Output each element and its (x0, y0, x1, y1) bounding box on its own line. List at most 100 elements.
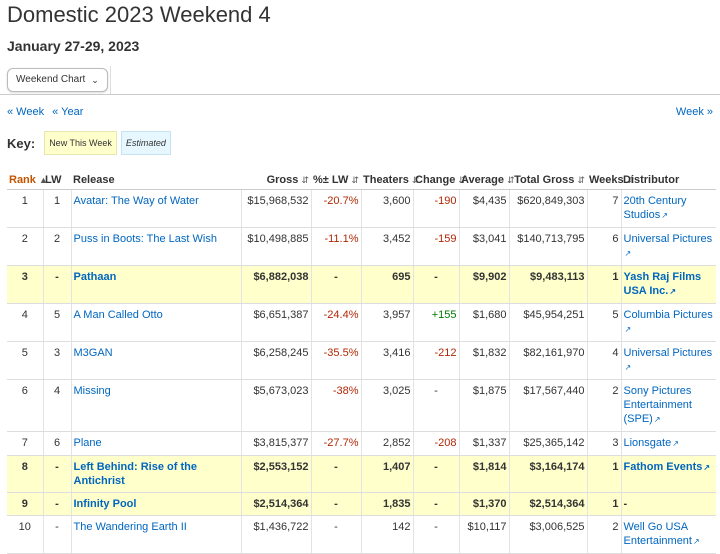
next-week-link[interactable]: Week » (675, 106, 713, 118)
table-row: 7 6 Plane $3,815,377 -27.7% 2,852 -208 $1,337 $2… (7, 431, 716, 456)
col-average[interactable]: Average ⇵ (459, 170, 515, 190)
release-cell[interactable]: Left Behind: Rise of the Antichrist (70, 455, 241, 493)
distributor-cell-link[interactable]: Sony Pictures Entertainment (SPE) (623, 385, 692, 425)
distributor-cell[interactable]: Universal Pictures ↗ (620, 227, 716, 266)
rank-cell: 3 (7, 265, 43, 304)
external-link-icon[interactable]: ↗ (661, 211, 668, 220)
rank-cell: 1 (7, 189, 43, 228)
distributor-cell-link[interactable]: Lionsgate (623, 437, 672, 449)
distributor-cell[interactable]: Columbia Pictures ↗ (620, 303, 716, 342)
col-theaters[interactable]: Theaters ⇵ (361, 170, 419, 190)
release-cell-link[interactable]: Left Behind: Rise of the Antichrist (73, 461, 197, 487)
external-link-icon[interactable]: ↗ (669, 287, 677, 296)
gross-cell: $3,815,377 (240, 431, 311, 456)
release-cell[interactable]: Puss in Boots: The Last Wish (70, 227, 241, 266)
average-cell: $10,117 (458, 515, 509, 554)
theaters-cell: 3,452 (360, 227, 413, 266)
key-new-this-week: New This Week (44, 131, 117, 155)
release-cell-link[interactable]: Pathaan (73, 271, 117, 283)
change-cell: -190 (412, 189, 459, 228)
distributor-cell-link[interactable]: Universal Pictures (623, 347, 713, 359)
pct-lw-cell: - (310, 455, 361, 493)
rank-cell: 7 (7, 431, 43, 456)
col-rank[interactable]: Rank ▲ (7, 170, 48, 190)
weeks-cell: 2 (586, 379, 621, 432)
distributor-cell[interactable]: Well Go USA Entertainment↗ (620, 515, 716, 554)
week-navigation: « Week « Year (7, 106, 88, 118)
col-weeks[interactable]: Weeks ⇵ (587, 170, 634, 190)
distributor-cell-link[interactable]: Columbia Pictures (623, 309, 713, 321)
dropdown-label: Weekend Chart (16, 74, 86, 85)
pct-lw-cell: - (310, 492, 361, 516)
col-change[interactable]: Change ⇵ (413, 170, 466, 190)
table-header-row: Rank ▲ LW Release Gross ⇵ %± LW ⇵ Theate… (7, 170, 716, 190)
average-cell: $1,337 (458, 431, 509, 456)
col-pct-lw[interactable]: %± LW ⇵ (311, 170, 361, 190)
gross-cell: $1,436,722 (240, 515, 311, 554)
release-cell-link[interactable]: The Wandering Earth II (73, 521, 187, 533)
external-link-icon[interactable]: ↗ (692, 537, 700, 546)
distributor-cell[interactable]: Fathom Events↗ (620, 455, 716, 493)
release-cell[interactable]: M3GAN (70, 341, 241, 380)
weeks-cell: 6 (586, 227, 621, 266)
pct-lw-cell: - (310, 515, 361, 554)
pct-lw-cell: -11.1% (310, 227, 361, 266)
table-row: 2 2 Puss in Boots: The Last Wish $10,498,88… (7, 227, 716, 266)
col-gross[interactable]: Gross ⇵ (241, 170, 311, 190)
tab-bar (0, 66, 720, 95)
col-lw[interactable]: LW (43, 170, 71, 190)
external-link-icon[interactable]: ↗ (624, 325, 632, 334)
table-row: 10- The Wandering Earth II $1,436,722-142-… (7, 515, 716, 554)
gross-cell: $2,514,364 (240, 492, 311, 516)
release-cell-link[interactable]: A Man Called Otto (73, 309, 163, 321)
average-cell: $1,875 (458, 379, 509, 432)
distributor-cell-link[interactable]: Well Go USA Entertainment (623, 521, 692, 547)
lw-cell: - (42, 515, 71, 554)
external-link-icon[interactable]: ↗ (653, 415, 661, 424)
distributor-cell-link[interactable]: Yash Raj Films USA Inc. (623, 271, 702, 297)
release-cell-link[interactable]: Plane (73, 437, 102, 449)
change-cell: +155 (412, 303, 459, 342)
distributor-cell[interactable]: Yash Raj Films USA Inc.↗ (620, 265, 716, 304)
release-cell-link[interactable]: M3GAN (73, 347, 113, 359)
distributor-cell[interactable]: Lionsgate↗ (620, 431, 716, 456)
weeks-cell: 2 (586, 515, 621, 554)
col-total-gross[interactable]: Total Gross ⇵ (509, 170, 587, 190)
distributor-cell[interactable]: Sony Pictures Entertainment (SPE)↗ (620, 379, 716, 432)
sort-icon: ⇵ (507, 174, 515, 185)
release-cell[interactable]: The Wandering Earth II (70, 515, 241, 554)
release-cell[interactable]: Missing (70, 379, 241, 432)
release-cell-link[interactable]: Puss in Boots: The Last Wish (73, 233, 217, 245)
total-gross-cell: $45,954,251 (508, 303, 587, 342)
chart-type-dropdown[interactable]: Weekend Chart ⌄ (7, 68, 108, 92)
release-cell[interactable]: Pathaan (70, 265, 241, 304)
external-link-icon[interactable]: ↗ (624, 249, 632, 258)
release-cell[interactable]: Plane (70, 431, 241, 456)
prev-week-link[interactable]: « Week (7, 106, 45, 118)
distributor-cell: - (620, 492, 716, 516)
pct-lw-cell: -24.4% (310, 303, 361, 342)
release-cell-link[interactable]: Avatar: The Way of Water (73, 195, 199, 207)
total-gross-cell: $82,161,970 (508, 341, 587, 380)
release-cell[interactable]: Infinity Pool (70, 492, 241, 516)
table-row: 1 1 Avatar: The Way of Water $15,968,532 -20… (7, 189, 716, 228)
release-cell-link[interactable]: Missing (73, 385, 111, 397)
sort-asc-icon: ▲ (38, 174, 48, 185)
release-cell[interactable]: A Man Called Otto (70, 303, 241, 342)
weeks-cell: 5 (586, 303, 621, 342)
external-link-icon[interactable]: ↗ (672, 439, 679, 448)
prev-year-link[interactable]: « Year (52, 106, 84, 118)
release-cell[interactable]: Avatar: The Way of Water (70, 189, 241, 228)
col-distributor[interactable]: Distributor (621, 170, 716, 190)
distributor-cell-link[interactable]: Fathom Events (623, 461, 703, 473)
theaters-cell: 695 (360, 265, 413, 304)
distributor-cell-link[interactable]: Universal Pictures (623, 233, 713, 245)
weeks-cell: 7 (586, 189, 621, 228)
external-link-icon[interactable]: ↗ (624, 363, 632, 372)
col-release[interactable]: Release (71, 170, 241, 190)
average-cell: $3,041 (458, 227, 509, 266)
distributor-cell[interactable]: 20th Century Studios↗ (620, 189, 716, 228)
distributor-cell[interactable]: Universal Pictures ↗ (620, 341, 716, 380)
external-link-icon[interactable]: ↗ (703, 463, 711, 472)
distributor-cell-link[interactable]: 20th Century Studios (623, 195, 687, 221)
